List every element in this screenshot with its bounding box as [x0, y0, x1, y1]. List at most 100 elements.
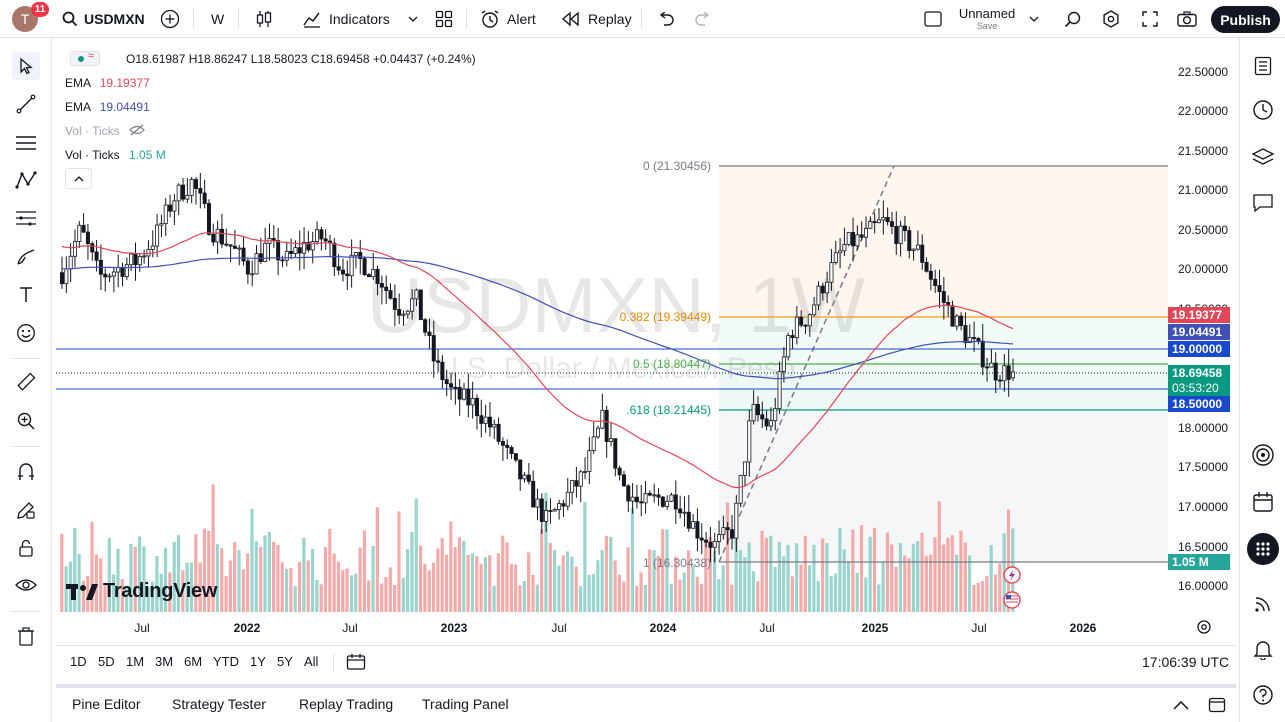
indicators-button[interactable]: Indicators [302, 0, 390, 38]
range-1m-button[interactable]: 1M [126, 654, 145, 669]
volume-bar [423, 563, 427, 612]
alert-button[interactable]: Alert [480, 0, 536, 38]
market-status-dot [78, 56, 84, 62]
help-button[interactable] [1249, 681, 1277, 709]
tab-strategy-tester[interactable]: Strategy Tester [172, 696, 266, 712]
time-axis[interactable]: Jul 2022 Jul 2023 Jul 2024 Jul 2025 Jul … [56, 617, 1236, 639]
zoom-tool[interactable] [12, 407, 40, 435]
range-5y-button[interactable]: 5Y [277, 654, 293, 669]
tab-pine-editor[interactable]: Pine Editor [72, 696, 141, 712]
volume-bar [302, 537, 306, 612]
settings-button[interactable] [1100, 8, 1122, 30]
fullscreen-button[interactable] [1139, 8, 1161, 30]
volume-bar [609, 536, 613, 612]
ema1-legend[interactable]: EMA 19.19377 [65, 76, 150, 90]
indicators-dropdown[interactable] [405, 10, 421, 28]
volume-bar [194, 534, 198, 612]
tab-replay-trading[interactable]: Replay Trading [299, 696, 394, 712]
notifications-button[interactable] [1249, 635, 1277, 663]
ideas-button[interactable] [1249, 441, 1277, 469]
volume-bar [306, 560, 310, 612]
chart-pane[interactable]: USDMXN, 1W U.S. Dollar / Mexican Peso 0 … [56, 44, 1168, 641]
axis-settings-button[interactable] [1194, 617, 1214, 637]
volume-bar [479, 563, 483, 612]
chart-type-button[interactable] [252, 8, 276, 30]
fib-tool[interactable] [12, 204, 40, 232]
volume-bar [483, 557, 488, 612]
collapse-legend-button[interactable] [65, 168, 92, 189]
watchlist-button[interactable] [1249, 52, 1277, 80]
range-6m-button[interactable]: 6M [184, 654, 203, 669]
fib-zone-382 [719, 317, 1168, 364]
goto-date-button[interactable] [344, 651, 368, 673]
collapse-panel-button[interactable] [1170, 694, 1192, 716]
layout-name-button[interactable]: Unnamed Save [952, 6, 1022, 34]
drawing-mode-tool[interactable] [12, 496, 40, 524]
magnet-tool[interactable] [12, 458, 40, 486]
layout-checkbox-icon[interactable] [922, 9, 944, 29]
layouts-button[interactable] [432, 8, 456, 30]
range-1d-button[interactable]: 1D [70, 654, 87, 669]
tab-trading-panel[interactable]: Trading Panel [422, 696, 509, 712]
vol-hidden-legend[interactable]: Vol · Ticks [65, 124, 145, 138]
indicators-icon [303, 12, 320, 28]
alerts-button[interactable] [1249, 96, 1277, 124]
ema-slow-badge: 19.04491 [1168, 324, 1230, 340]
symbol-search[interactable]: USDMXN [62, 0, 145, 38]
snapshot-button[interactable] [1176, 8, 1198, 30]
ema2-legend[interactable]: EMA 19.04491 [65, 100, 150, 114]
rewind-icon [561, 11, 579, 27]
price-chart[interactable]: USDMXN, 1W U.S. Dollar / Mexican Peso 0 … [56, 44, 1168, 641]
price-axis[interactable]: 22.50000 22.00000 21.50000 21.00000 20.5… [1168, 44, 1238, 641]
candle-body [855, 234, 860, 247]
emoji-tool[interactable] [12, 319, 40, 347]
cursor-tool[interactable] [12, 52, 40, 80]
pattern-tool[interactable] [12, 166, 40, 194]
volume-bar [924, 556, 928, 612]
volume-bar [950, 535, 954, 612]
volume-bar [142, 546, 146, 612]
volume-bar [721, 565, 725, 612]
volume-bar [548, 542, 552, 612]
remove-drawings-tool[interactable] [12, 623, 40, 651]
horizontal-lines-tool[interactable] [12, 129, 40, 157]
range-3m-button[interactable]: 3M [155, 654, 174, 669]
candle-body [829, 262, 834, 283]
range-5d-button[interactable]: 5D [98, 654, 115, 669]
brush-tool[interactable] [12, 243, 40, 271]
range-1y-button[interactable]: 1Y [250, 654, 266, 669]
layout-dropdown[interactable] [1026, 10, 1042, 28]
trend-line-tool[interactable] [12, 90, 40, 118]
chat-button[interactable] [1249, 189, 1277, 217]
vol-legend[interactable]: Vol · Ticks 1.05 M [65, 148, 166, 162]
range-ytd-button[interactable]: YTD [213, 654, 239, 669]
utc-clock[interactable]: 17:06:39 UTC [1142, 654, 1230, 670]
maximize-panel-button[interactable] [1206, 694, 1228, 716]
wave-icon: ≈ [88, 50, 95, 62]
tradingview-logo-icon [66, 583, 98, 600]
volume-bar [505, 542, 509, 612]
streams-button[interactable] [1249, 590, 1277, 618]
quick-search-button[interactable] [1062, 8, 1084, 30]
candle-body [146, 248, 151, 257]
data-window-button[interactable] [1249, 143, 1277, 171]
tradingview-logo[interactable]: TradingView [66, 580, 217, 603]
replay-button[interactable]: Replay [561, 0, 632, 38]
candle-body [219, 228, 224, 245]
series-legend-marker[interactable]: ≈ [70, 50, 100, 66]
compare-symbol-button[interactable] [158, 8, 182, 30]
candle-body [954, 315, 959, 327]
redo-button[interactable] [692, 8, 714, 30]
undo-button[interactable] [655, 8, 677, 30]
measure-tool[interactable] [12, 368, 40, 396]
text-tool[interactable] [12, 281, 40, 309]
apps-button[interactable] [1247, 533, 1279, 565]
publish-button[interactable]: Publish [1211, 6, 1280, 33]
lock-drawings-tool[interactable] [12, 534, 40, 562]
interval-button[interactable]: W [211, 0, 224, 38]
calendar-button[interactable] [1249, 488, 1277, 516]
parallel-lines-icon [16, 136, 36, 150]
candle-body [293, 247, 298, 254]
range-all-button[interactable]: All [304, 654, 319, 669]
hide-drawings-tool[interactable] [12, 571, 40, 599]
